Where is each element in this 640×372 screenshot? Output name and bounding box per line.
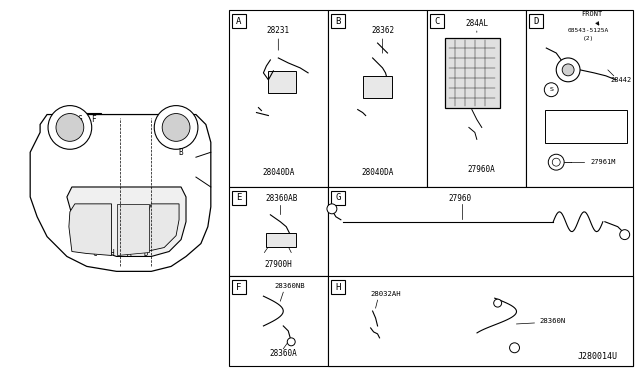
Bar [232,191,246,205]
Bar [228,276,328,366]
Circle shape [162,113,190,141]
Bar [527,10,633,187]
Polygon shape [147,204,179,251]
Text: C: C [92,249,97,258]
Text: 284AL: 284AL [465,19,488,28]
Circle shape [154,106,198,149]
FancyBboxPatch shape [545,110,627,143]
Text: 28360A: 28360A [269,349,297,358]
Bar [445,38,500,108]
Bar [122,247,136,260]
Bar [174,145,188,159]
Text: H: H [335,283,340,292]
Text: E: E [61,115,66,124]
Text: LIGHT LESS>: LIGHT LESS> [567,124,605,129]
Circle shape [327,204,337,214]
Polygon shape [69,204,111,256]
Bar [228,10,328,187]
Bar [328,276,633,366]
Circle shape [287,338,295,346]
Polygon shape [30,115,211,271]
Text: 28032AH: 28032AH [370,291,401,297]
Circle shape [562,64,574,76]
Text: 27960A: 27960A [468,165,495,174]
Bar [88,247,102,260]
Bar [87,113,100,126]
Text: 28040DA: 28040DA [362,168,394,177]
Text: 28442: 28442 [610,77,632,83]
Text: A: A [127,249,132,258]
Text: 27900H: 27900H [264,260,292,269]
Text: D: D [144,249,148,258]
Bar [232,280,246,294]
Bar [266,232,296,247]
Text: F: F [236,283,241,292]
Text: 28360NB: 28360NB [275,283,305,289]
Circle shape [556,58,580,82]
Circle shape [548,154,564,170]
Bar [529,14,543,28]
Text: A: A [236,17,241,26]
Circle shape [620,230,630,240]
Bar [140,247,153,260]
Bar [104,247,118,260]
Text: G: G [335,193,340,202]
Bar [331,280,345,294]
Circle shape [493,299,502,307]
Bar [328,10,427,187]
Text: 28362: 28362 [371,26,394,35]
Text: 28360N: 28360N [540,318,566,324]
Text: B: B [335,17,340,26]
Circle shape [509,343,520,353]
Bar [73,113,87,126]
Text: 27960: 27960 [449,195,472,203]
Text: (2): (2) [582,36,594,41]
Bar [427,10,527,187]
Text: 28360AB: 28360AB [265,195,298,203]
Text: D: D [534,17,539,26]
Bar [430,14,444,28]
Text: 27961M: 27961M [591,159,616,165]
Text: 08543-5125A: 08543-5125A [567,28,609,33]
Bar [331,14,345,28]
Text: 28040DA: 28040DA [262,168,294,177]
Text: FRONT: FRONT [581,11,602,25]
Bar [232,14,246,28]
Text: F: F [92,115,96,124]
Circle shape [552,158,560,166]
Bar [57,113,71,126]
Text: C: C [435,17,440,26]
Circle shape [56,113,84,141]
Circle shape [544,83,558,97]
Text: H: H [109,249,114,258]
Text: 28231: 28231 [267,26,290,35]
Circle shape [48,106,92,149]
Text: E: E [236,193,241,202]
Text: G: G [77,115,82,124]
Text: J280014U: J280014U [578,352,618,361]
Bar [328,187,633,366]
Polygon shape [67,187,186,256]
Text: <DAYTIME RUNNING: <DAYTIME RUNNING [558,115,614,120]
Bar [331,191,345,205]
Bar [268,71,296,93]
Bar [363,76,392,98]
Bar [228,187,328,276]
Text: S: S [549,87,553,92]
Polygon shape [116,204,149,256]
Text: B: B [179,148,183,157]
